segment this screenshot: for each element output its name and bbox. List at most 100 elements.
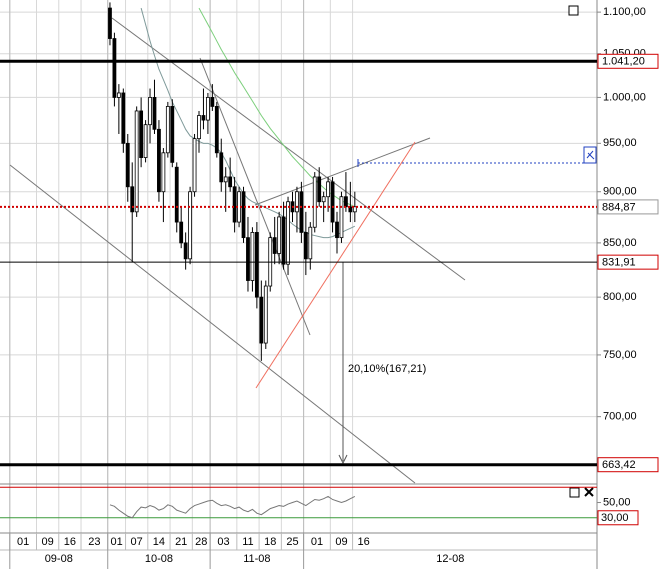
annotation: 20,10%(167,21) [348,363,426,375]
x-tick-label: 25 [286,536,298,548]
osc-level-box [597,510,639,526]
candle-body [121,92,126,144]
candle-body [326,181,331,198]
candle-body [201,115,206,121]
candle-body [165,106,170,154]
x-tick-label: 01 [111,536,123,548]
osc-tick-label: 50,00 [603,496,631,508]
candle-body [112,38,117,98]
candle-body [197,115,201,140]
x-tick-label: 01 [17,536,29,548]
candle-body [299,191,304,233]
candle-body [139,110,144,158]
x-tick-label: 23 [88,536,100,548]
grid [0,0,597,533]
candle-body [286,201,290,265]
line-series [140,7,356,239]
candle-body [254,232,259,298]
osc-level-label: 30,00 [601,512,629,524]
candle-body [143,124,148,158]
candle-body [335,221,339,239]
candle-body [170,106,175,163]
month-label: 11-08 [243,553,270,565]
x-tick-label: 28 [195,536,207,548]
candle-body [352,206,357,213]
x-tick-label: 16 [357,536,369,548]
y-tick-label: 1.000,00 [603,91,646,103]
candle-body [130,186,135,213]
x-tick-label: 03 [217,536,229,548]
month-label: 12-08 [436,553,464,565]
candle-body [263,285,268,344]
candle-body [134,110,139,213]
level-label: 663,42 [602,459,636,471]
candle-body [330,181,335,223]
level-label-box [597,199,659,215]
y-tick-label: 750,00 [603,349,637,361]
candle-body [210,97,215,107]
trend-line [9,164,416,484]
candle-body [174,166,179,223]
candle-body [223,176,228,183]
x-tick-label: 01 [311,536,323,548]
y-tick-label: 1.100,00 [603,6,646,18]
candle-body [281,216,286,265]
candle-body [308,226,313,260]
candle-body [125,142,130,188]
level-label-box [597,457,659,473]
x-tick-label: 14 [153,536,165,548]
candle-body [219,152,224,183]
x-tick-label: 07 [131,536,143,548]
candle-body [321,196,326,203]
candle-body [108,7,112,39]
candle-body [183,242,188,260]
candle-body [148,97,152,126]
x-tick-label: 09 [335,536,347,548]
maximize-button[interactable] [569,487,580,498]
arrow-head [338,454,348,465]
candle-body [317,176,322,203]
x-tick-label: 11 [242,536,253,548]
candle-body [157,128,161,193]
line-series [109,495,356,519]
candle-body [272,237,277,254]
maximize-button[interactable] [568,5,579,16]
tool-icon-glyph [586,150,595,160]
level-label: 831,91 [602,257,636,269]
trend-line [254,137,431,206]
level-label-box [597,53,659,69]
candle-body [161,152,166,193]
x-tick-label: 18 [264,536,276,548]
candle-body [339,196,344,239]
candle-body [241,191,246,239]
candle-body [214,106,219,154]
candle-body [295,191,299,213]
x-tick-label: 09 [42,536,54,548]
candle-body [246,237,250,281]
candle-body [188,191,192,260]
level-label-box [597,254,659,270]
y-tick-label: 900,00 [603,186,637,198]
candle-body [348,206,353,213]
y-tick-label: 700,00 [603,411,637,423]
x-tick-label: 21 [175,536,187,548]
drawings: 20,10%(167,21) [9,17,597,484]
candle-body [152,97,157,130]
candle-body [303,232,308,260]
candle-body [312,176,317,228]
candle-body [206,97,210,121]
y-tick-label: 950,00 [603,137,637,149]
y-tick-label: 850,00 [603,237,637,249]
trend-line [255,141,416,389]
level-label: 1.041,20 [602,56,645,68]
candle-body [228,176,233,188]
candle-body [116,92,121,98]
candle-body [250,232,255,281]
close-button[interactable] [584,487,594,497]
candle-body [259,296,264,344]
x-tick-label: 16 [64,536,76,548]
candle-body [232,186,237,223]
month-label: 10-08 [145,553,173,565]
